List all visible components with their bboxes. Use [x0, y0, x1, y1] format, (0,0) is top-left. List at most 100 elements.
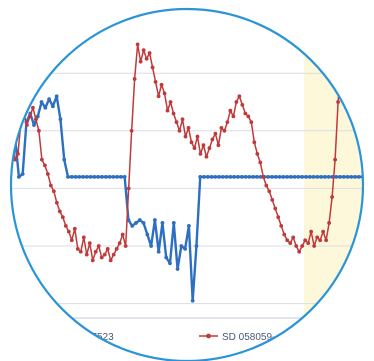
series-1-point	[281, 174, 286, 179]
series-1-point	[145, 232, 150, 237]
series-2-point	[204, 154, 209, 159]
series-1-point	[322, 174, 327, 179]
series-2-point	[165, 108, 170, 113]
series-2-point	[249, 120, 254, 125]
series-1-point	[175, 267, 180, 271]
series-1-point	[236, 174, 240, 179]
series-2-point	[78, 249, 83, 254]
series-1-point	[141, 221, 146, 225]
series-2-point	[339, 54, 343, 58]
series-2-point	[291, 235, 296, 240]
series-2-point	[153, 79, 158, 84]
series-2-point	[11, 136, 14, 140]
series-1-point	[273, 174, 278, 179]
series-1-point	[168, 261, 172, 266]
series-1-point	[164, 255, 169, 260]
series-2-point	[4, 135, 8, 139]
series-2-point	[228, 108, 233, 113]
series-1-point	[50, 104, 55, 109]
series-2-point	[336, 100, 340, 104]
series-2-point	[1, 129, 5, 133]
series-2-point	[258, 160, 263, 165]
series-1-point	[349, 174, 354, 179]
series-2-point	[114, 246, 119, 251]
series-2-point	[75, 246, 80, 251]
series-1-point	[88, 174, 93, 179]
series-1-point	[198, 174, 203, 179]
series-1-point	[300, 174, 305, 179]
series-2-point	[240, 102, 245, 107]
series-2-point	[318, 238, 323, 243]
series-2-point	[198, 151, 203, 156]
series-2-point	[201, 143, 206, 148]
series-1-point	[288, 174, 293, 179]
legend-label-series-1: 058-3316567523	[38, 332, 114, 343]
series-1-point	[69, 174, 74, 179]
series-1-point	[183, 246, 188, 251]
series-2-point	[51, 189, 56, 194]
series-layer	[1, 42, 367, 303]
series-2-point	[216, 143, 221, 148]
series-1-point	[84, 174, 89, 179]
series-2-point	[60, 215, 65, 220]
series-2-point	[297, 249, 302, 254]
series-2-point	[345, 48, 349, 53]
series-2-point	[222, 128, 227, 133]
series-1-point	[47, 97, 52, 102]
series-2-point	[363, 63, 367, 67]
legend-marker-series-2-dot	[206, 333, 211, 339]
series-2-point	[150, 65, 155, 70]
series-2-point	[105, 246, 110, 251]
series-2-point	[276, 215, 281, 220]
series-2-point	[303, 238, 308, 243]
series-1-point	[62, 157, 67, 162]
series-1-point	[130, 223, 135, 228]
series-1-point	[149, 244, 154, 248]
series-2-point	[294, 244, 299, 248]
series-1-point	[122, 174, 127, 179]
series-2-point	[321, 229, 326, 234]
series-1-point	[292, 174, 297, 179]
series-1-point	[100, 174, 104, 179]
series-1-point	[209, 174, 214, 179]
series-2-point	[282, 232, 287, 237]
series-2-point	[357, 77, 361, 81]
series-2-point	[37, 128, 41, 133]
series-2-point	[141, 48, 146, 53]
series-1-point	[277, 174, 282, 179]
series-2-point	[66, 229, 71, 234]
series-2-point	[246, 114, 251, 119]
series-1-point	[20, 172, 25, 176]
series-2-point	[177, 128, 182, 133]
series-2-point	[312, 244, 317, 248]
series-2-point	[180, 117, 185, 122]
series-2-point	[138, 59, 143, 64]
series-1-point	[2, 129, 6, 133]
series-1-point	[311, 174, 316, 179]
series-2-point	[315, 235, 320, 240]
series-1-point	[115, 174, 120, 179]
series-1-point	[179, 244, 184, 248]
series-1-point	[156, 249, 161, 254]
series-2-point	[16, 151, 20, 156]
series-1-point	[319, 174, 324, 179]
series-1-point	[338, 174, 342, 179]
series-1-point	[54, 94, 59, 99]
series-2-point	[48, 183, 53, 188]
series-2-point	[102, 252, 107, 257]
series-1-point	[103, 174, 108, 179]
series-1-point	[326, 174, 331, 179]
series-2-point	[159, 82, 164, 87]
series-2-point	[219, 126, 224, 130]
series-1-point	[258, 174, 263, 179]
series-2-point	[243, 111, 248, 116]
series-2-point	[192, 146, 197, 150]
series-2-point	[309, 229, 314, 234]
series-1-point	[356, 174, 361, 179]
series-2-point	[132, 77, 137, 81]
series-1-point	[217, 174, 222, 179]
series-2-point	[96, 244, 101, 248]
series-1-point	[247, 174, 252, 179]
series-1-point	[171, 221, 176, 225]
